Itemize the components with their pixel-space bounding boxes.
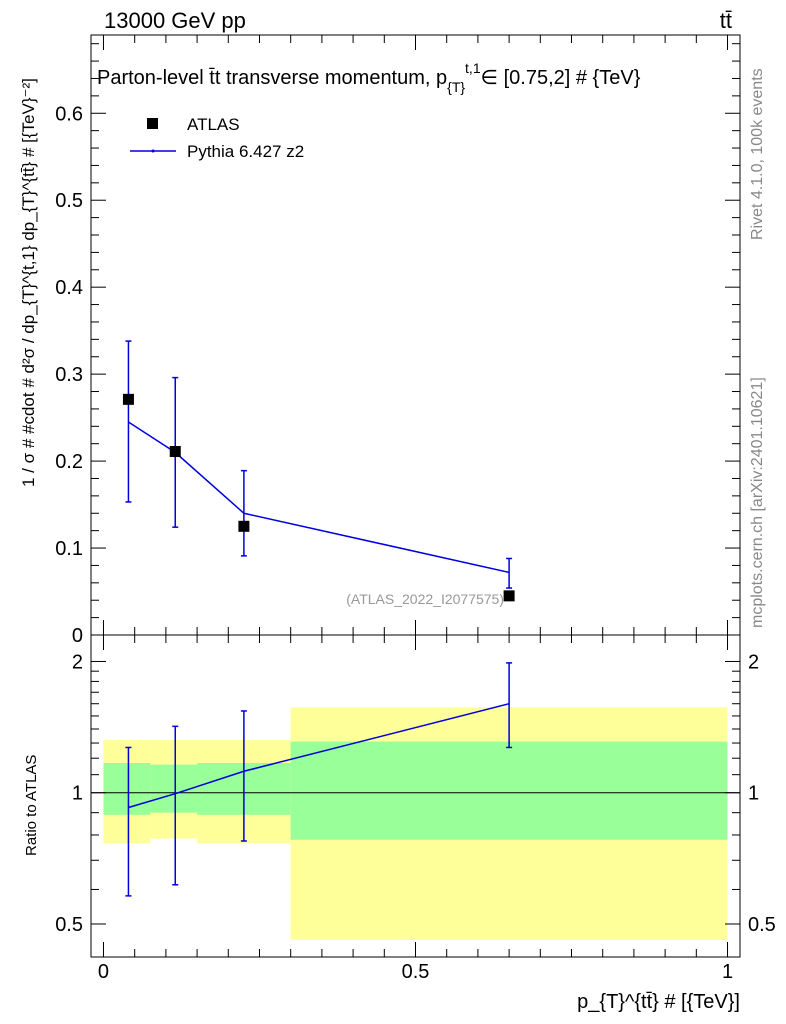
x-axis-label: p_{T}^{tt̄} # [{TeV}] [577, 991, 740, 1013]
pythia-line [128, 421, 510, 574]
ratio-y-tick-label-right: 1 [748, 783, 759, 805]
ratio-y-tick-label: 1 [72, 783, 83, 805]
atlas-data-point [169, 446, 181, 458]
title-tail: ∈ [0.75,2] # {TeV} [481, 67, 641, 89]
main-y-tick-label: 0 [72, 625, 83, 647]
x-axis-ticks: 0 0.5 1 [98, 35, 733, 983]
ratio-series-layer [125, 662, 513, 897]
ratio-y-tick-label: 0.5 [55, 914, 83, 936]
x-tick-label: 1 [722, 961, 733, 983]
main-error-bars [125, 340, 513, 589]
main-y-tick-label: 0.3 [55, 364, 83, 386]
ratio-y-tick-label-right: 0.5 [748, 914, 776, 936]
ratio-y-axis-label: Ratio to ATLAS [23, 755, 40, 856]
title-superscript: t,1 [465, 60, 481, 76]
main-y-tick-label: 0.2 [55, 451, 83, 473]
main-y-axis-label: 1 / σ # #cdot # d²σ / dp_{T}^{t,1} dp_{T… [19, 78, 38, 487]
ratio-y-tick-label-right: 2 [748, 651, 759, 673]
legend-pythia-label: Pythia 6.427 z2 [187, 142, 304, 161]
main-y-tick-label: 0.5 [55, 190, 83, 212]
ratio-uncertainty-bands [103, 707, 728, 940]
x-tick-label: 0 [98, 961, 109, 983]
rivet-label: Rivet 4.1.0, 100k events [749, 68, 766, 240]
atlas-data-point [122, 393, 134, 405]
legend-pythia-dot [151, 149, 155, 153]
atlas-data-point [503, 590, 515, 602]
plot-title: Parton-level t̄t transverse momentum, p{… [97, 60, 641, 95]
header-final-state: tt̄ [720, 8, 732, 33]
legend-atlas-marker [147, 118, 158, 129]
x-tick-label: 0.5 [402, 961, 430, 983]
main-y-ticks: 0 0.1 0.2 0.3 0.4 0.5 0.6 [55, 43, 740, 647]
legend-atlas-label: ATLAS [187, 115, 240, 134]
ratio-y-ticks: 0.5 0.5 1 1 2 2 [55, 651, 776, 936]
main-y-tick-label: 0.4 [55, 277, 83, 299]
mcplots-label: mcplots.cern.ch [arXiv:2401.10621] [749, 377, 766, 628]
analysis-id: (ATLAS_2022_I2077575) [346, 591, 504, 607]
ratio-y-tick-label: 2 [72, 651, 83, 673]
header-process: 13000 GeV pp [104, 8, 246, 33]
title-main: Parton-level t̄t transverse momentum, p [97, 67, 447, 89]
main-y-tick-label: 0.6 [55, 103, 83, 125]
ratio-pythia-line [128, 702, 510, 809]
ratio-green-band [290, 741, 728, 840]
atlas-data-point [238, 520, 250, 532]
ratio-green-band [103, 762, 151, 815]
main-series-layer [122, 393, 515, 602]
main-y-tick-label: 0.1 [55, 538, 83, 560]
title-subscript: {T} [447, 79, 465, 95]
